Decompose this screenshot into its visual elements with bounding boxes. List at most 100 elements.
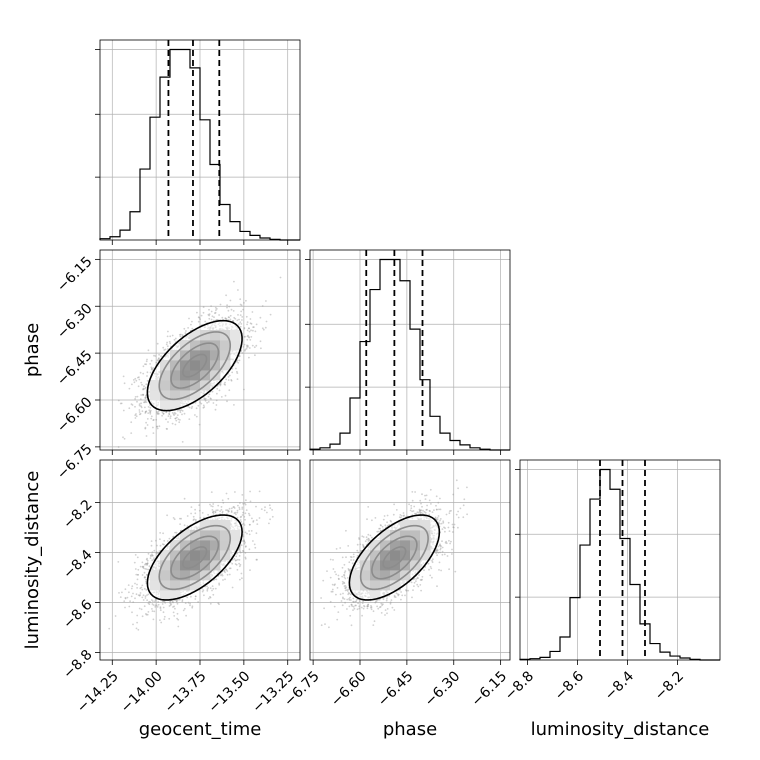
scatter-point (173, 615, 176, 617)
scatter-point (179, 419, 181, 421)
scatter-point (135, 379, 138, 382)
scatter-point (199, 516, 202, 519)
scatter-point (173, 411, 176, 414)
scatter-point (225, 569, 228, 571)
scatter-point (195, 520, 197, 523)
scatter-point (148, 409, 151, 412)
scatter-point (146, 375, 148, 377)
scatter-point (199, 401, 201, 404)
scatter-point (142, 388, 144, 391)
scatter-point (177, 418, 180, 421)
scatter-point (242, 540, 244, 542)
scatter-point (131, 611, 133, 614)
scatter-point (149, 363, 152, 365)
scatter-point (238, 318, 240, 321)
scatter-point (145, 363, 148, 366)
scatter-point (248, 327, 251, 330)
scatter-point (227, 376, 230, 378)
scatter-point (211, 589, 213, 592)
scatter-point (239, 550, 242, 553)
scatter-point (269, 313, 272, 316)
scatter-point (169, 604, 172, 606)
scatter-point (230, 308, 233, 311)
scatter-point (145, 410, 148, 413)
scatter-point (144, 406, 146, 409)
scatter-point (185, 614, 188, 617)
scatter-point (142, 387, 145, 390)
scatter-point (241, 316, 244, 318)
scatter-point (123, 437, 126, 440)
scatter-point (244, 503, 247, 506)
scatter-point (161, 411, 164, 414)
scatter-point (138, 404, 141, 407)
scatter-point (240, 304, 243, 307)
scatter-point (208, 313, 211, 315)
scatter-point (209, 587, 212, 589)
scatter-point (212, 510, 215, 513)
scatter-point (231, 586, 234, 589)
scatter-point (246, 323, 249, 326)
scatter-point (132, 379, 135, 381)
scatter-point (138, 409, 141, 411)
scatter-point (255, 519, 258, 521)
scatter-point (138, 378, 141, 381)
scatter-point (194, 401, 197, 404)
scatter-point (225, 568, 227, 571)
scatter-point (218, 583, 221, 586)
scatter-point (202, 311, 205, 314)
scatter-point (191, 327, 194, 330)
scatter-point (165, 418, 167, 421)
scatter-point (145, 383, 148, 386)
scatter-point (252, 329, 254, 332)
scatter-point (243, 388, 245, 391)
scatter-point (142, 372, 145, 375)
scatter-point (219, 384, 222, 387)
scatter-point (191, 320, 193, 323)
scatter-point (240, 310, 243, 313)
scatter-point (185, 330, 187, 332)
scatter-point (237, 289, 239, 291)
scatter-point (161, 600, 164, 603)
scatter-point (138, 607, 141, 610)
scatter-point (259, 340, 262, 343)
density-content (108, 490, 274, 631)
scatter-point (244, 541, 246, 544)
scatter-point (149, 412, 152, 415)
scatter-point (210, 310, 213, 313)
scatter-point (152, 432, 155, 434)
scatter-point (252, 521, 255, 523)
scatter-point (242, 502, 245, 505)
scatter-point (150, 366, 153, 369)
scatter-point (122, 409, 125, 412)
scatter-point (203, 397, 206, 400)
scatter-point (158, 353, 161, 356)
scatter-point (220, 574, 222, 577)
scatter-point (231, 367, 234, 370)
scatter-point (208, 393, 211, 396)
scatter-point (249, 322, 252, 325)
scatter-point (149, 409, 152, 412)
scatter-point (209, 602, 212, 605)
scatter-point (156, 342, 159, 345)
scatter-point (132, 601, 135, 603)
scatter-point (179, 517, 181, 520)
scatter-point (279, 276, 282, 279)
scatter-point (156, 359, 159, 362)
scatter-point (150, 555, 152, 558)
scatter-point (213, 316, 215, 319)
scatter-point (225, 378, 228, 381)
scatter-point (166, 335, 169, 338)
scatter-point (123, 382, 126, 385)
scatter-point (186, 515, 189, 517)
scatter-point (260, 347, 262, 350)
scatter-point (244, 348, 247, 351)
scatter-point (200, 314, 203, 317)
scatter-point (192, 515, 195, 518)
scatter-point (250, 323, 253, 325)
scatter-point (235, 555, 238, 558)
scatter-point (211, 505, 214, 508)
scatter-point (243, 502, 246, 505)
scatter-point (211, 315, 214, 318)
scatter-point (150, 417, 153, 420)
